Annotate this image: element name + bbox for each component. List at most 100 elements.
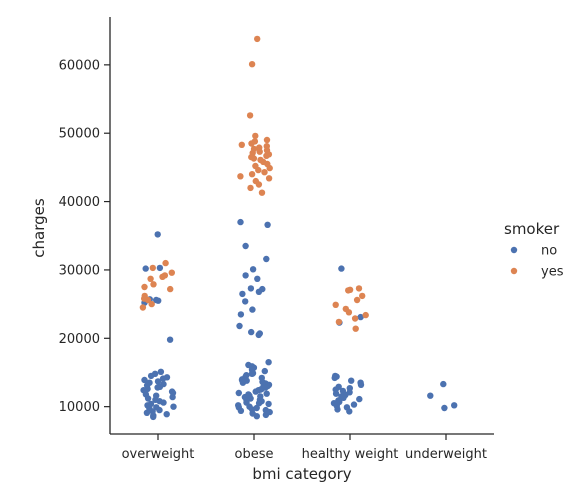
data-point-no	[440, 380, 447, 388]
data-point-no	[441, 404, 448, 412]
data-point-no	[262, 411, 270, 419]
data-point-no	[243, 397, 250, 404]
data-point-yes	[250, 155, 258, 162]
data-point-yes	[265, 175, 273, 182]
legend-marker-no	[510, 246, 518, 254]
x-tick-label: obese	[235, 447, 274, 462]
points-layer	[139, 35, 458, 421]
data-point-no	[249, 306, 256, 313]
data-point-no	[254, 275, 261, 282]
data-point-no	[154, 231, 161, 238]
data-point-no	[154, 384, 161, 391]
x-tick-label: overweight	[122, 447, 195, 462]
y-tick-label: 10000	[59, 400, 100, 415]
data-point-yes	[332, 301, 339, 308]
data-point-no	[169, 393, 176, 401]
data-point-no	[242, 242, 249, 250]
legend: smoker no yes	[504, 220, 564, 280]
data-point-yes	[168, 269, 175, 276]
data-point-no	[348, 377, 355, 384]
data-point-no	[156, 406, 163, 414]
data-point-yes	[141, 283, 148, 291]
y-axis-label: charges	[30, 198, 48, 258]
data-point-no	[265, 359, 272, 366]
data-point-yes	[247, 184, 254, 192]
legend-title: smoker	[504, 220, 560, 238]
data-point-no	[350, 401, 358, 408]
data-point-yes	[258, 189, 266, 196]
data-point-no	[263, 255, 270, 263]
data-point-no	[242, 298, 249, 305]
y-tick-label: 30000	[59, 263, 100, 278]
data-point-no	[236, 322, 243, 330]
x-tick-label: healthy weight	[302, 447, 399, 462]
data-point-yes	[248, 171, 256, 178]
data-point-no	[143, 409, 151, 416]
data-point-no	[265, 400, 272, 408]
data-point-no	[235, 389, 242, 397]
data-point-no	[253, 413, 260, 420]
data-point-no	[357, 313, 364, 321]
data-point-yes	[255, 166, 262, 174]
y-ticks: 10000 20000 30000 40000 50000 60000	[59, 58, 110, 415]
data-point-yes	[353, 296, 361, 304]
data-point-yes	[139, 304, 147, 311]
data-point-yes	[266, 164, 273, 172]
data-point-no	[334, 406, 341, 413]
data-point-yes	[256, 148, 263, 155]
data-point-yes	[335, 318, 343, 326]
data-point-no	[263, 390, 270, 397]
data-point-yes	[362, 311, 369, 319]
data-point-no	[331, 374, 338, 382]
data-point-yes	[162, 259, 169, 267]
y-tick-label: 50000	[59, 127, 100, 142]
data-point-no	[248, 328, 255, 336]
data-point-yes	[167, 285, 174, 293]
data-point-no	[332, 390, 340, 397]
legend-entries: no yes	[510, 244, 564, 280]
data-point-no	[257, 393, 264, 400]
data-point-no	[451, 402, 458, 409]
data-point-no	[163, 411, 170, 418]
data-point-yes	[238, 141, 245, 148]
data-point-yes	[252, 132, 259, 140]
data-point-no	[237, 311, 245, 318]
data-point-no	[160, 399, 167, 406]
data-point-yes	[352, 325, 359, 332]
data-point-yes	[248, 60, 256, 68]
data-point-no	[144, 395, 152, 402]
x-ticks: overweight obese healthy weight underweight	[122, 434, 487, 462]
data-point-yes	[261, 169, 268, 176]
data-point-yes	[159, 273, 166, 280]
y-tick-label: 60000	[59, 58, 100, 73]
data-point-yes	[355, 285, 363, 292]
data-point-no	[346, 408, 353, 415]
data-point-yes	[345, 287, 352, 294]
data-point-no	[255, 331, 262, 339]
data-point-no	[264, 221, 271, 228]
legend-marker-yes	[510, 267, 518, 275]
data-point-no	[142, 265, 149, 272]
data-point-no	[262, 406, 269, 414]
data-point-yes	[263, 152, 270, 159]
x-tick-label: underweight	[405, 447, 487, 462]
data-point-yes	[254, 35, 261, 43]
y-tick-label: 20000	[59, 332, 100, 347]
data-point-yes	[150, 281, 157, 288]
data-point-yes	[263, 136, 271, 144]
data-point-no	[170, 403, 177, 410]
data-point-no	[159, 375, 167, 382]
data-point-no	[252, 388, 259, 395]
data-point-yes	[148, 300, 155, 308]
data-point-yes	[237, 173, 244, 180]
data-point-no	[242, 272, 249, 279]
data-point-no	[235, 404, 242, 411]
data-point-yes	[144, 296, 152, 304]
data-point-no	[237, 218, 244, 226]
data-point-no	[261, 367, 268, 375]
data-point-no	[427, 392, 434, 399]
data-point-yes	[149, 264, 156, 272]
data-point-no	[257, 386, 264, 393]
data-point-no	[239, 379, 247, 386]
